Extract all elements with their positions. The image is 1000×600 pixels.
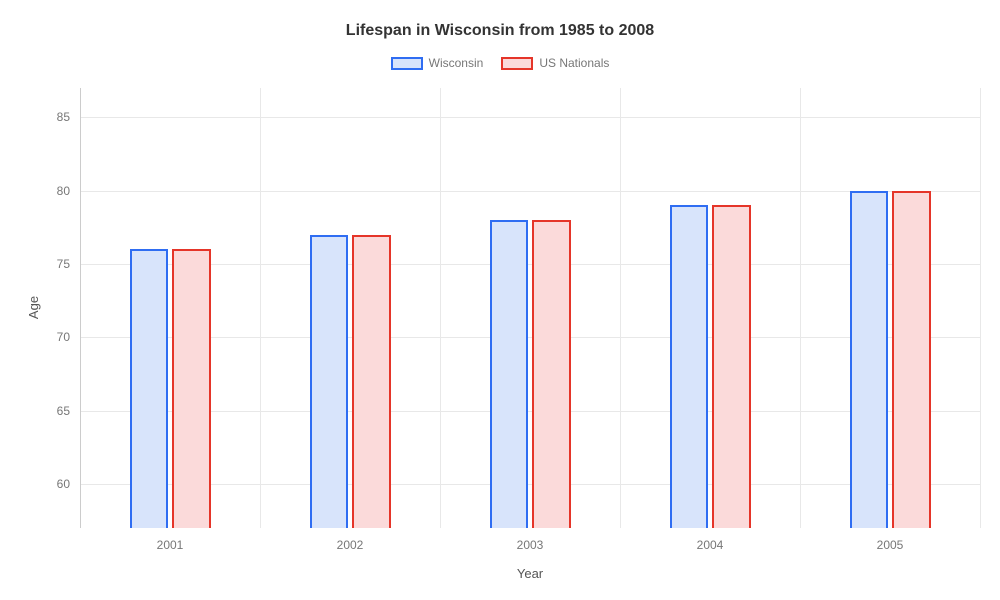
legend-label-us-nationals: US Nationals [539, 56, 609, 70]
bar [130, 249, 169, 528]
legend-swatch-us-nationals [501, 57, 533, 70]
gridline-h [80, 117, 980, 118]
y-axis-title: Age [26, 296, 41, 319]
x-axis-title: Year [517, 566, 543, 581]
bar [352, 235, 391, 528]
y-tick-label: 75 [57, 257, 80, 271]
legend: Wisconsin US Nationals [0, 56, 1000, 70]
bar [172, 249, 211, 528]
y-tick-label: 70 [57, 330, 80, 344]
gridline-h [80, 264, 980, 265]
chart-container: Lifespan in Wisconsin from 1985 to 2008 … [0, 0, 1000, 600]
legend-label-wisconsin: Wisconsin [429, 56, 484, 70]
bar [532, 220, 571, 528]
plot-area: 60657075808520012002200320042005 [80, 88, 980, 528]
bar [712, 205, 751, 528]
x-tick-label: 2004 [697, 528, 724, 552]
x-tick-label: 2003 [517, 528, 544, 552]
y-axis-line [80, 88, 81, 528]
gridline-v [980, 88, 981, 528]
chart-title: Lifespan in Wisconsin from 1985 to 2008 [0, 22, 1000, 40]
gridline-h [80, 191, 980, 192]
y-tick-label: 80 [57, 184, 80, 198]
legend-swatch-wisconsin [391, 57, 423, 70]
y-tick-label: 85 [57, 110, 80, 124]
y-tick-label: 60 [57, 477, 80, 491]
gridline-v [800, 88, 801, 528]
y-tick-label: 65 [57, 404, 80, 418]
gridline-v [440, 88, 441, 528]
legend-item-wisconsin: Wisconsin [391, 56, 484, 70]
gridline-h [80, 337, 980, 338]
gridline-h [80, 411, 980, 412]
bar [850, 191, 889, 528]
bar [670, 205, 709, 528]
gridline-v [260, 88, 261, 528]
legend-item-us-nationals: US Nationals [501, 56, 609, 70]
bar [490, 220, 529, 528]
gridline-v [620, 88, 621, 528]
x-tick-label: 2005 [877, 528, 904, 552]
bar [310, 235, 349, 528]
gridline-h [80, 484, 980, 485]
x-tick-label: 2001 [157, 528, 184, 552]
x-tick-label: 2002 [337, 528, 364, 552]
bar [892, 191, 931, 528]
